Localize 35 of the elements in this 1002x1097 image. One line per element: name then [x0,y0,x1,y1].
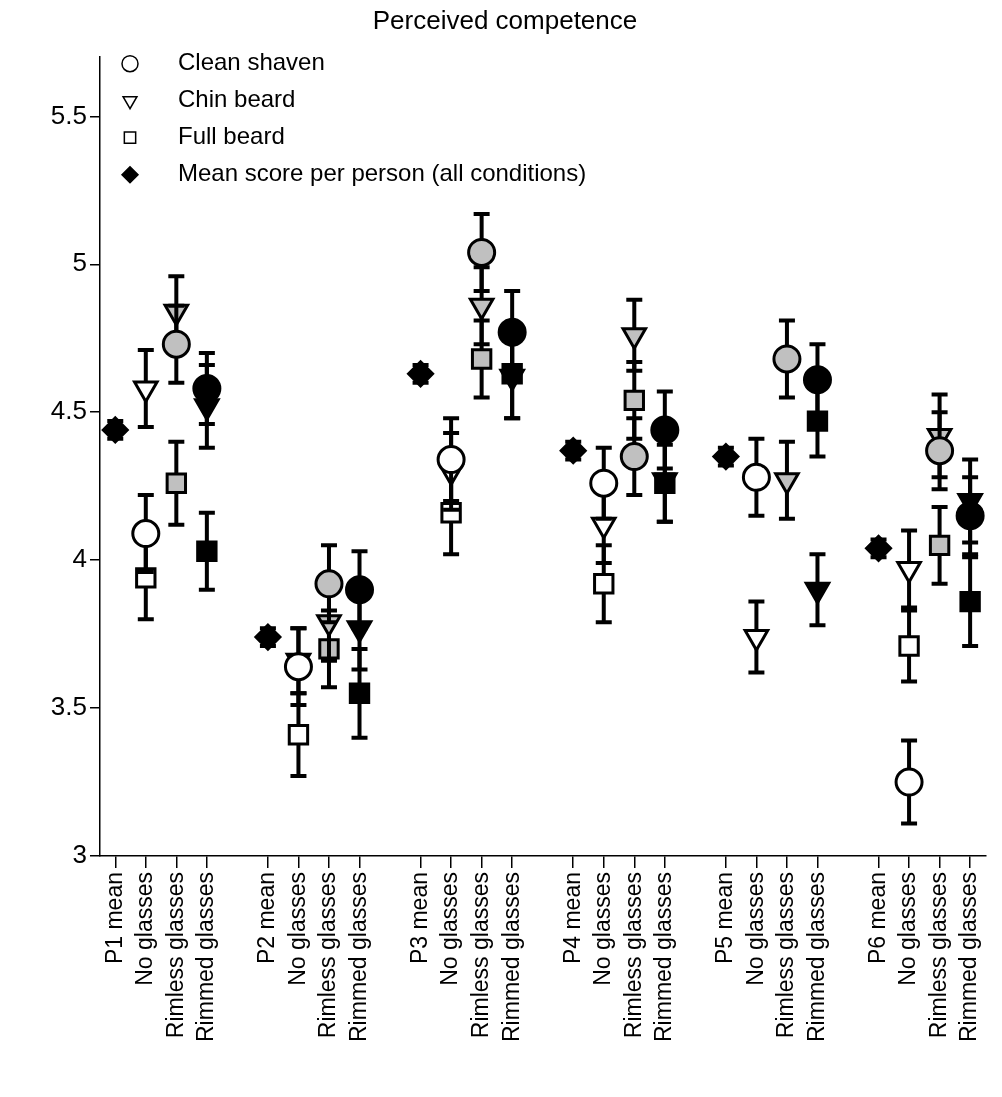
x-tick-label: No glasses [741,872,768,986]
x-tick-label: Rimless glasses [772,872,799,1039]
x-tick-label: P5 mean [711,872,738,965]
legend-label: Chin beard [178,85,296,113]
x-tick-label: P3 mean [405,872,432,965]
x-tick-label: Rimless glasses [924,872,951,1039]
x-tick-label: Rimless glasses [619,872,646,1039]
x-tick-label: P2 mean [253,872,280,965]
legend-label: Mean score per person (all conditions) [178,159,587,187]
x-tick-label: P6 mean [863,872,890,965]
x-tick-label: P1 mean [100,872,127,965]
x-tick-label: Rimmed glasses [497,872,524,1042]
x-tick-label: No glasses [894,872,921,986]
x-tick-label: No glasses [131,872,158,986]
x-tick-label: Rimless glasses [161,872,188,1039]
x-tick-label: Rimmed glasses [192,872,219,1042]
x-tick-label: Rimmed glasses [650,872,677,1042]
y-tick-label: 5.5 [50,99,87,130]
y-tick-label: 3.5 [50,691,87,722]
legend-label: Full beard [178,122,285,150]
x-tick-label: Rimmed glasses [955,872,982,1042]
y-tick-label: 4.5 [50,395,87,426]
x-tick-label: Rimless glasses [314,872,341,1039]
y-tick-label: 5 [72,247,87,278]
x-tick-label: No glasses [436,872,463,986]
x-tick-label: No glasses [589,872,616,986]
chart-title: Perceived competence [372,4,638,35]
x-tick-label: No glasses [283,872,310,986]
legend-label: Clean shaven [178,48,325,76]
x-tick-label: Rimmed glasses [802,872,829,1042]
x-tick-label: P4 mean [558,872,585,965]
x-tick-label: Rimmed glasses [344,872,371,1042]
y-tick-label: 3 [72,839,87,870]
x-tick-label: Rimless glasses [466,872,493,1039]
y-tick-label: 4 [72,543,87,574]
